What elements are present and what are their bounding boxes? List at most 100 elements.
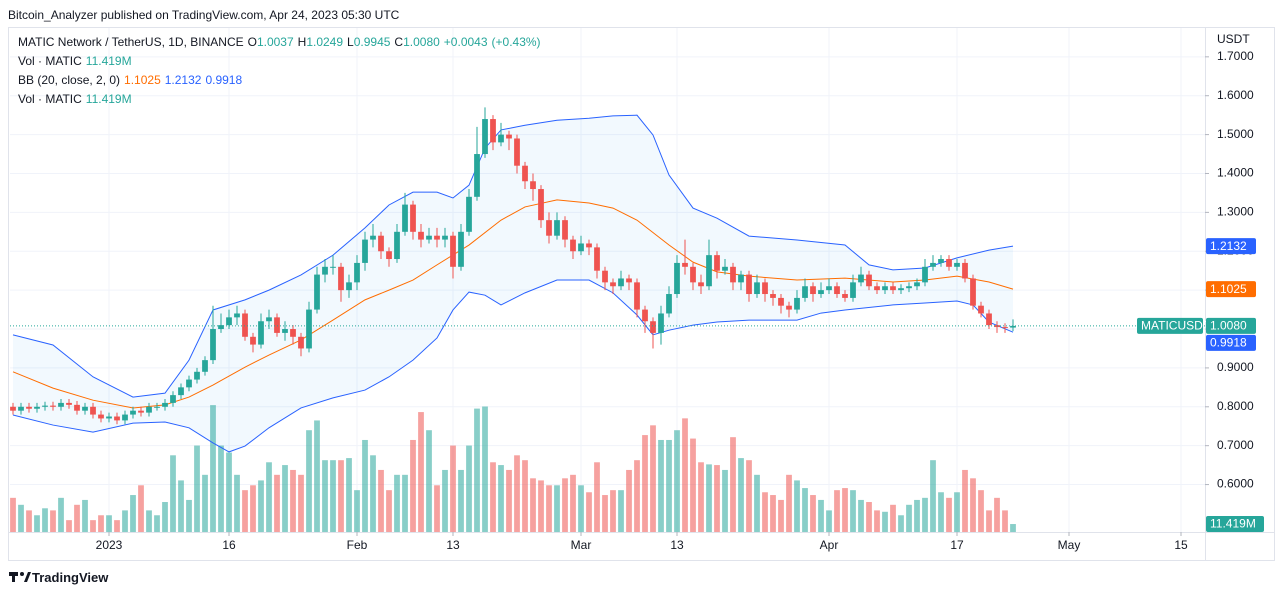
candle-body — [410, 204, 416, 232]
volume-bar — [994, 497, 1000, 532]
legend: MATIC Network / TetherUS, 1D, BINANCE O1.… — [18, 33, 545, 109]
bb-value: 0.9918 — [205, 73, 243, 87]
candle-body — [1002, 327, 1008, 329]
candle-body — [826, 286, 832, 291]
candle-body — [866, 274, 872, 287]
candle-body — [354, 262, 360, 283]
candle-body — [602, 270, 608, 283]
volume-bar — [90, 520, 96, 532]
candle-body — [106, 416, 112, 419]
x-tick-label: 13 — [446, 538, 460, 552]
volume-bar — [522, 460, 528, 532]
volume-bar — [218, 445, 224, 532]
volume-bar — [418, 412, 424, 532]
volume-bar — [66, 520, 72, 532]
volume-bar — [666, 439, 672, 532]
candle-body — [1010, 325, 1016, 328]
bb-line — [12, 279, 1014, 453]
volume-bar — [234, 474, 240, 532]
volume-bar — [618, 490, 624, 532]
candle-body — [250, 336, 256, 345]
candle-body — [506, 134, 512, 139]
volume-bar — [946, 497, 952, 532]
volume-bar — [74, 504, 80, 532]
candle-body — [98, 414, 104, 419]
y-tick-label: 0.6000 — [1217, 477, 1254, 491]
candle-body — [394, 231, 400, 260]
bb-badge-bg — [1206, 238, 1256, 255]
candle-body — [290, 329, 296, 337]
legend-row: BB (20, close, 2, 0) 1.1025 1.2132 0.9918 — [18, 71, 545, 90]
ohlc-value: 0.9945 — [353, 35, 391, 49]
volume-bar — [698, 462, 704, 532]
candle-body — [298, 336, 304, 349]
candle-body — [370, 235, 376, 240]
volume-bar — [674, 430, 680, 532]
volume-bar — [130, 495, 136, 532]
candle-body — [586, 243, 592, 248]
ohlc-key: L — [347, 35, 354, 49]
x-tick-label: 13 — [670, 538, 684, 552]
volume-bar — [178, 480, 184, 532]
volume-bar — [258, 480, 264, 532]
candle-body — [130, 410, 136, 415]
volume-bar — [18, 504, 24, 532]
volume-bar — [778, 499, 784, 532]
volume-bar — [786, 474, 792, 532]
volume-bar — [962, 469, 968, 532]
bb-name: BB (20, close, 2, 0) — [18, 73, 121, 87]
volume-bar — [866, 502, 872, 532]
candle-body — [482, 119, 488, 155]
volume-bar — [338, 460, 344, 532]
volume-bar — [330, 460, 336, 532]
candle-body — [618, 278, 624, 287]
volume-bar — [594, 462, 600, 532]
y-unit: USDT — [1217, 32, 1250, 46]
ohlc-key: H — [297, 35, 307, 49]
volume-value: 11.419M — [85, 92, 132, 106]
x-tick-label: 17 — [950, 538, 964, 552]
candle-body — [138, 410, 144, 413]
candle-body — [34, 406, 40, 409]
volume-bar — [578, 485, 584, 532]
candle-body — [266, 317, 272, 322]
candle-body — [82, 406, 88, 411]
candle-body — [594, 247, 600, 271]
candle-body — [442, 235, 448, 240]
volume-bar — [354, 490, 360, 532]
candle-body — [930, 262, 936, 267]
candle-body — [746, 274, 752, 295]
candle-body — [554, 220, 560, 236]
volume-bar — [506, 469, 512, 532]
candle-body — [50, 405, 56, 407]
volume-bar — [466, 445, 472, 532]
candle-body — [770, 294, 776, 298]
x-tick-label: 2023 — [96, 538, 123, 552]
x-tick-label: Feb — [347, 538, 368, 552]
volume-badge: 11.419M — [1210, 517, 1256, 531]
candle-body — [122, 414, 128, 421]
y-tick-label: 1.5000 — [1217, 127, 1254, 141]
candle-body — [978, 305, 984, 314]
x-tick-label: 16 — [222, 538, 236, 552]
volume-bar — [98, 515, 104, 532]
volume-bar — [106, 515, 112, 532]
volume-bar — [610, 490, 616, 532]
candle-body — [754, 282, 760, 295]
volume-bar — [546, 485, 552, 532]
brand-name: TradingView — [32, 570, 109, 585]
candle-body — [474, 154, 480, 197]
candle-body — [210, 329, 216, 361]
candle-body — [426, 235, 432, 240]
ohlc-value: 1.0080 — [403, 35, 440, 49]
candle-body — [154, 406, 160, 408]
volume-bar — [906, 504, 912, 532]
candle-body — [322, 266, 328, 275]
bb-badge-bg — [1206, 281, 1256, 298]
candle-body — [314, 274, 320, 310]
candle-body — [522, 165, 528, 182]
bb-value: 1.1025 — [124, 73, 161, 87]
candle-body — [458, 231, 464, 267]
candle-body — [346, 282, 352, 291]
